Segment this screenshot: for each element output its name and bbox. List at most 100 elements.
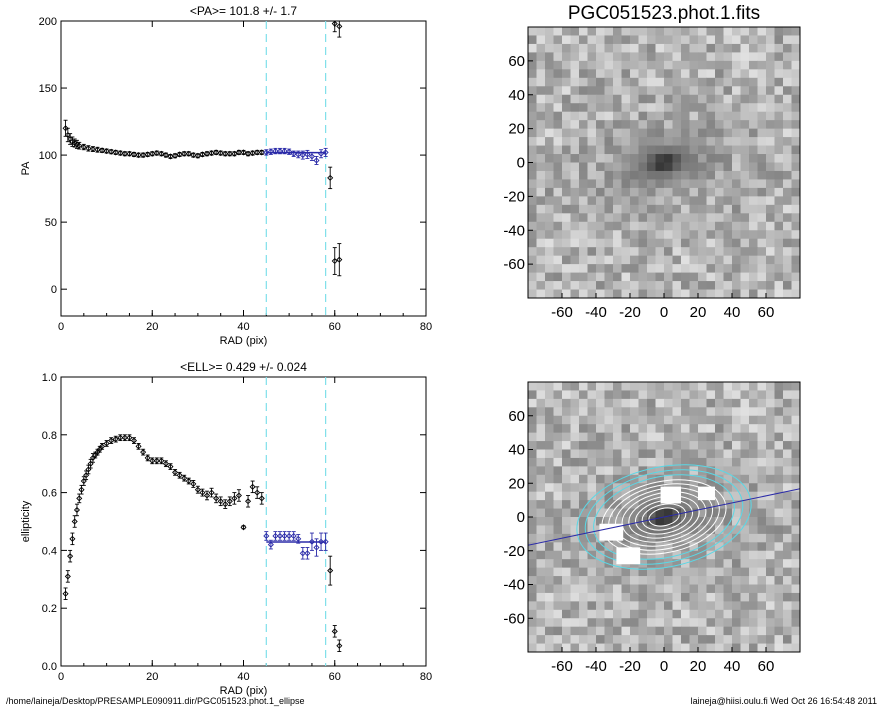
image-pixel — [689, 204, 699, 214]
image-pixel — [536, 272, 546, 282]
image-pixel — [783, 457, 792, 467]
image-pixel — [723, 221, 733, 231]
image-pixel — [596, 247, 605, 257]
image-pixel — [630, 128, 639, 138]
image-pixel — [562, 576, 571, 585]
image-pixel — [562, 618, 571, 628]
image-pixel — [723, 213, 733, 223]
image-pixel — [638, 457, 648, 467]
image-pixel — [698, 247, 707, 257]
image-pixel — [570, 626, 580, 636]
data-point — [286, 532, 293, 539]
image-pixel — [698, 162, 707, 172]
image-pixel — [732, 264, 741, 274]
data-point — [203, 150, 211, 157]
image-pixel — [783, 618, 792, 628]
image-pixel — [749, 94, 758, 104]
image-pixel — [757, 441, 767, 450]
image-pixel — [723, 35, 733, 45]
image-pixel — [630, 390, 639, 400]
image-pixel — [766, 559, 775, 569]
image-pixel — [638, 635, 648, 645]
image-pixel — [791, 441, 800, 450]
image-pixel — [570, 592, 580, 602]
image-pixel — [698, 449, 707, 459]
image-pixel — [723, 247, 733, 257]
image-pixel — [681, 550, 690, 560]
image-pixel — [596, 187, 605, 197]
image-pixel — [587, 196, 597, 206]
image-pixel — [604, 432, 614, 442]
image-pixel — [740, 103, 750, 113]
image-pixel — [630, 196, 639, 206]
image-pixel — [579, 466, 588, 476]
image-pixel — [706, 255, 716, 265]
image-pixel — [621, 533, 631, 543]
image-pixel — [630, 213, 639, 223]
image-pixel — [672, 382, 682, 391]
image-pixel — [553, 230, 563, 240]
data-point — [103, 440, 110, 447]
data-point — [149, 457, 156, 464]
image-pixel — [613, 542, 622, 552]
image-pixel — [689, 213, 699, 223]
image-pixel — [587, 111, 597, 121]
data-series-3 — [331, 21, 343, 38]
image-pixel — [630, 382, 639, 391]
image-pixel — [630, 281, 639, 291]
image-pixel — [528, 27, 537, 36]
image-pixel — [664, 407, 673, 417]
image-pixel — [698, 550, 707, 560]
image-pixel — [672, 196, 682, 206]
image-pixel — [715, 550, 724, 560]
image-pixel — [672, 609, 682, 619]
image-pixel — [757, 154, 767, 163]
image-pixel — [638, 550, 648, 560]
image-pixel — [749, 281, 758, 291]
image-pixel — [545, 525, 554, 535]
image-pixel — [613, 162, 622, 172]
image-pixel — [613, 609, 622, 619]
image-pixel — [621, 230, 631, 240]
image-pixel — [579, 432, 588, 442]
image-pixel — [791, 457, 800, 467]
image-pixel — [715, 60, 724, 70]
data-point — [185, 478, 192, 485]
image-pixel — [706, 533, 716, 543]
image-pixel — [791, 60, 800, 70]
image-pixel — [528, 238, 537, 248]
image-pixel — [706, 584, 716, 594]
image-pixel — [545, 69, 554, 79]
data-point — [327, 567, 334, 574]
image-pixel — [681, 35, 690, 45]
image-pixel — [664, 247, 673, 257]
image-pixel — [536, 27, 546, 36]
image-pixel — [630, 94, 639, 104]
image-pixel — [698, 567, 707, 577]
image-pixel — [689, 567, 699, 577]
image-pixel — [528, 457, 537, 467]
image-pixel — [698, 94, 707, 104]
image-pixel — [579, 424, 588, 434]
data-point — [281, 532, 288, 539]
image-pixel — [723, 466, 733, 476]
image-pixel — [587, 390, 597, 400]
image-pixel — [783, 27, 792, 36]
image-pixel — [706, 162, 716, 172]
image-pixel — [655, 196, 665, 206]
image-pixel — [749, 137, 758, 147]
image-pixel — [664, 162, 673, 172]
image-pixel — [791, 390, 800, 400]
image-pixel — [749, 508, 758, 518]
image-pixel — [689, 415, 699, 425]
image-pixel — [664, 69, 673, 79]
image-pixel — [766, 238, 775, 248]
image-pixel — [749, 69, 758, 79]
image-pixel — [723, 643, 733, 652]
y-tick-label: 40 — [508, 87, 525, 104]
image-pixel — [587, 179, 597, 189]
image-pixel — [596, 441, 605, 450]
image-pixel — [587, 424, 597, 434]
image-pixel — [545, 449, 554, 459]
data-point — [213, 149, 220, 156]
